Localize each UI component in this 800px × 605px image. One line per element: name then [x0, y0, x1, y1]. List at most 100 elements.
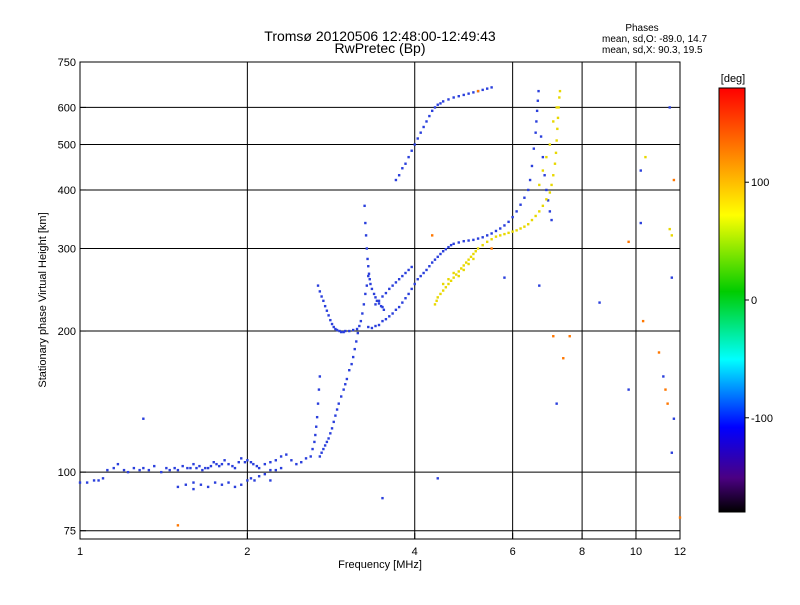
data-point — [503, 276, 506, 279]
data-point — [678, 516, 682, 519]
data-point — [639, 221, 642, 225]
data-point — [78, 481, 82, 484]
data-point — [555, 139, 558, 142]
data-point — [317, 388, 321, 391]
data-point — [323, 304, 327, 308]
data-point — [195, 466, 198, 470]
data-point — [374, 303, 377, 306]
data-point — [536, 99, 540, 102]
data-point — [243, 461, 247, 464]
data-point — [552, 174, 555, 177]
data-point — [101, 477, 105, 480]
data-point — [568, 334, 571, 338]
data-point — [220, 462, 224, 466]
data-point — [455, 273, 458, 276]
data-point — [530, 164, 534, 168]
data-point — [359, 319, 363, 323]
x-axis-label: Frequency [MHz] — [338, 559, 422, 571]
data-point — [472, 252, 475, 256]
data-point — [192, 462, 195, 466]
y-tick-label: 100 — [58, 467, 76, 479]
stats-x-mode: mean, sd,X: 90.3, 19.5 — [602, 45, 703, 56]
data-point — [552, 334, 555, 338]
data-point — [485, 234, 489, 237]
x-tick-label: 6 — [510, 546, 516, 558]
data-point — [534, 214, 537, 218]
data-point — [142, 417, 145, 420]
data-point — [370, 326, 374, 330]
data-point — [532, 147, 536, 150]
data-point — [320, 295, 323, 298]
data-point — [511, 215, 514, 219]
data-point — [430, 109, 434, 113]
data-point — [538, 183, 541, 187]
data-point — [598, 301, 601, 304]
data-point — [439, 292, 442, 296]
data-point — [545, 155, 548, 159]
data-point — [85, 481, 89, 484]
data-point — [330, 322, 334, 326]
data-point — [257, 475, 261, 478]
chart-subtitle: RwPretec (Bp) — [334, 40, 425, 56]
data-point — [165, 466, 168, 470]
data-point — [231, 464, 234, 468]
data-point — [355, 340, 358, 343]
data-point — [320, 451, 323, 454]
data-point — [374, 324, 377, 328]
data-point — [462, 93, 465, 97]
data-point — [186, 466, 189, 470]
data-point — [377, 299, 381, 303]
data-point — [388, 287, 391, 291]
x-tick-label: 4 — [412, 546, 418, 558]
data-point — [530, 218, 534, 222]
data-point — [416, 278, 419, 281]
data-point — [416, 137, 419, 140]
data-point — [519, 203, 522, 206]
data-point — [318, 290, 322, 293]
y-tick-label: 200 — [58, 326, 76, 338]
data-point — [176, 524, 180, 527]
data-point — [255, 464, 259, 468]
grid-layer — [80, 62, 680, 539]
data-point — [439, 252, 442, 256]
data-point — [304, 457, 308, 460]
data-point — [327, 437, 330, 440]
data-point — [344, 383, 347, 386]
data-point — [218, 464, 221, 468]
data-point — [556, 127, 559, 131]
data-point — [467, 92, 470, 95]
data-point — [153, 464, 156, 468]
data-point — [410, 265, 413, 269]
data-point — [441, 289, 445, 292]
data-point — [528, 178, 532, 182]
data-point — [441, 100, 445, 103]
data-point — [181, 464, 184, 468]
colorbar-tick-label: 0 — [751, 295, 757, 307]
data-point — [355, 327, 359, 331]
data-point — [449, 279, 453, 282]
data-point — [318, 455, 322, 458]
data-point — [132, 466, 136, 470]
data-point — [279, 466, 283, 470]
data-point — [316, 284, 320, 287]
data-point — [469, 255, 473, 259]
data-point — [274, 468, 278, 472]
data-point — [279, 455, 283, 458]
data-point — [364, 234, 368, 237]
data-point — [476, 89, 480, 93]
data-point — [227, 481, 230, 484]
data-point — [353, 347, 356, 351]
data-point — [666, 402, 669, 405]
data-point — [436, 296, 439, 299]
y-axis-label: Stationary phase Virtual Height [km] — [37, 212, 49, 387]
data-point — [436, 477, 439, 480]
data-point — [404, 162, 407, 165]
data-point — [670, 276, 674, 279]
data-point — [425, 120, 428, 123]
data-point — [672, 178, 676, 182]
data-point — [413, 143, 416, 146]
data-point — [538, 284, 541, 287]
data-point — [433, 303, 437, 306]
data-point — [422, 271, 425, 275]
colorbar-tick-label: -100 — [751, 413, 773, 425]
